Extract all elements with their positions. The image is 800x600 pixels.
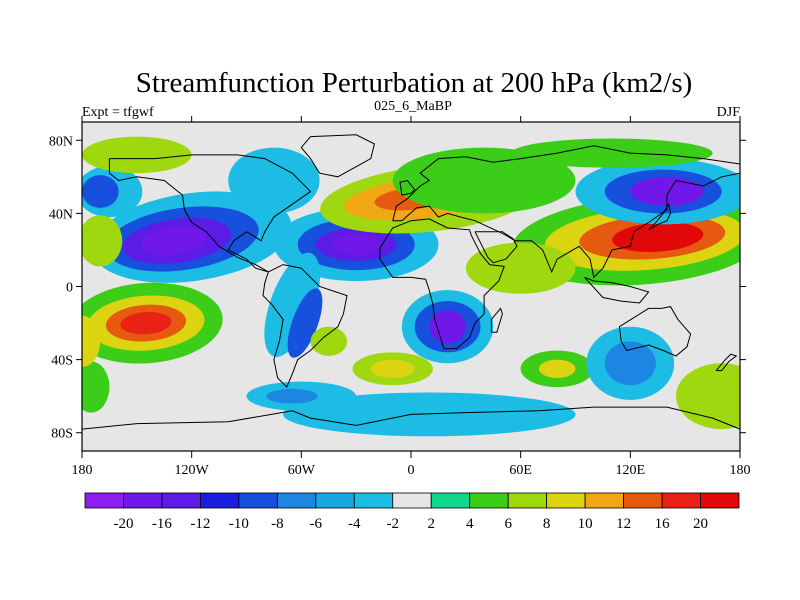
colorbar-box xyxy=(315,492,355,509)
colorbar-box xyxy=(276,492,317,509)
colorbar-label: 16 xyxy=(655,516,671,532)
colorbar-box xyxy=(584,492,624,509)
y-tick-label: 80S xyxy=(51,427,73,442)
colorbar-label: 6 xyxy=(504,516,512,532)
colorbar-label: -12 xyxy=(190,516,210,532)
coastline xyxy=(379,218,505,350)
colorbar-label: -2 xyxy=(387,516,400,532)
colorbar-label: -20 xyxy=(114,516,134,532)
contour-region xyxy=(392,147,576,214)
contour-region xyxy=(465,242,576,294)
colorbar-box xyxy=(507,492,548,509)
contour-region xyxy=(228,147,320,214)
coastline xyxy=(399,179,416,196)
contour-region xyxy=(538,359,576,378)
coastline xyxy=(262,264,348,388)
contour-region xyxy=(676,363,740,430)
continent-outlines xyxy=(82,134,740,430)
contour-region xyxy=(287,288,323,358)
contour-region xyxy=(82,175,119,208)
contour-region xyxy=(429,310,466,344)
colorbar: -20 -16 -12 -10 -8 -6 -4 -2 2 4 6 8 10 12 16 20 xyxy=(84,492,740,532)
contour-region xyxy=(266,388,318,404)
colorbar-box xyxy=(238,492,278,509)
coastline xyxy=(474,231,518,264)
contour-region xyxy=(604,341,656,386)
x-tick-label: 60W xyxy=(288,463,316,478)
contour-region xyxy=(370,359,415,378)
colorbar-box xyxy=(84,492,124,509)
colorbar-box xyxy=(469,492,509,509)
colorbar-label: -10 xyxy=(229,516,249,532)
contour-region xyxy=(332,233,381,256)
colorbar-box xyxy=(200,492,240,509)
y-tick-label: 40S xyxy=(51,354,73,369)
contour-region xyxy=(283,392,576,437)
colorbar-label: -8 xyxy=(271,516,284,532)
contour-region xyxy=(612,222,704,253)
experiment-label: Expt = tfgwf xyxy=(82,105,154,120)
colorbar-label: 20 xyxy=(693,516,708,532)
colorbar-label: 4 xyxy=(466,516,474,532)
coastline xyxy=(82,406,740,430)
y-tick-label: 40N xyxy=(49,207,73,222)
contour-region xyxy=(82,215,123,267)
colorbar-label: -6 xyxy=(310,516,323,532)
season-label: DJF xyxy=(717,105,741,120)
coastline xyxy=(618,306,692,357)
contour-region xyxy=(82,136,192,174)
x-tick-label: 180 xyxy=(72,463,93,478)
contour-region xyxy=(120,311,172,335)
colorbar-label: -16 xyxy=(152,516,172,532)
case-label: 025_6_MaBP xyxy=(374,99,452,114)
colorbar-box xyxy=(392,492,432,509)
coastline xyxy=(584,276,650,304)
colorbar-box xyxy=(353,492,394,509)
coastline xyxy=(490,307,503,333)
contour-region xyxy=(511,138,713,168)
x-tick-label: 60E xyxy=(509,463,532,478)
coastline xyxy=(392,145,740,279)
contour-region xyxy=(630,176,704,207)
contour-region xyxy=(140,225,207,256)
colorbar-box xyxy=(623,492,663,509)
coastline xyxy=(300,134,375,178)
colorbar-box xyxy=(661,492,701,509)
x-tick-label: 120E xyxy=(616,463,646,478)
y-tick-label: 80N xyxy=(49,134,73,149)
coastline xyxy=(108,154,312,273)
contour-region xyxy=(264,252,321,357)
map-plot-area: 180 120W 60W 0 60E 120E 180 80N 40N 0 40S 80S xyxy=(49,116,751,478)
coastline xyxy=(648,202,672,231)
colorbar-box xyxy=(161,492,201,509)
contour-region xyxy=(310,326,348,356)
colorbar-box xyxy=(123,492,163,509)
colorbar-label: 10 xyxy=(578,516,593,532)
map-title: Streamfunction Perturbation at 200 hPa (… xyxy=(136,67,693,99)
colorbar-label: 8 xyxy=(543,516,551,532)
coastline xyxy=(715,353,738,372)
axis-ticks: 180 120W 60W 0 60E 120E 180 80N 40N 0 40S 80S xyxy=(49,116,751,478)
colorbar-box xyxy=(430,492,471,509)
colorbar-label: 12 xyxy=(616,516,631,532)
contour-region xyxy=(82,361,110,413)
colorbar-label: 2 xyxy=(427,516,435,532)
contour-region xyxy=(82,315,101,367)
x-tick-label: 180 xyxy=(730,463,751,478)
x-tick-label: 0 xyxy=(408,463,415,478)
y-tick-label: 0 xyxy=(66,281,73,296)
colorbar-label: -4 xyxy=(348,516,361,532)
colorbar-box xyxy=(700,492,740,509)
colorbar-box xyxy=(546,492,586,509)
x-tick-label: 120W xyxy=(175,463,210,478)
